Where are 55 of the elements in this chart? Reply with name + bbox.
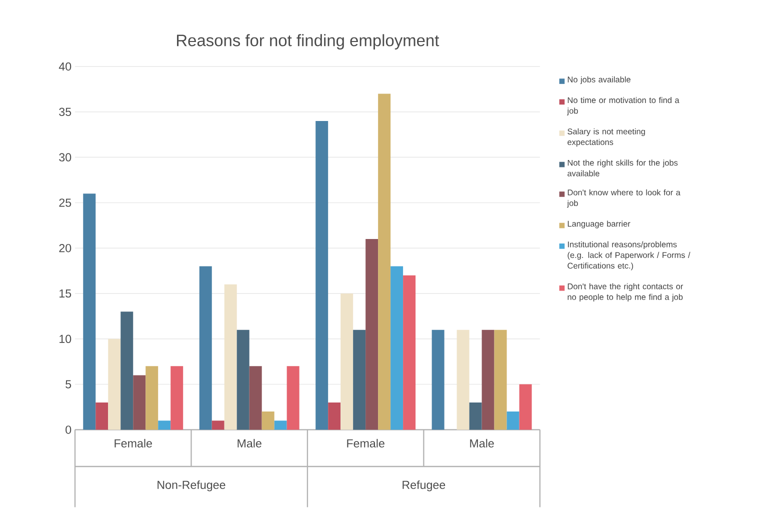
y-tick-label: 5 [66, 380, 72, 388]
legend-label: Institutional reasons/problems (e.g. lack of Paperwork / Forms / Certifications etc.) [568, 241, 690, 270]
x-tick-label: Female [114, 438, 152, 448]
y-tick-label: 15 [60, 289, 72, 298]
bar [353, 330, 366, 430]
legend-label: No time or motivation to find a job [567, 96, 680, 116]
y-tick-label: 40 [58, 62, 72, 71]
bar [378, 94, 391, 430]
bar [262, 412, 274, 430]
y-tick-label: 0 [66, 426, 72, 434]
bar [366, 238, 378, 430]
bar [519, 384, 532, 430]
y-tick-label: 25 [59, 198, 72, 207]
bar [506, 412, 520, 430]
x-tick-label: Female [347, 438, 384, 448]
y-tick-label: 35 [59, 108, 72, 116]
legend-label: No jobs available [568, 76, 630, 84]
bar [340, 293, 354, 430]
bar [199, 266, 212, 430]
bar [456, 330, 470, 430]
x-tick-label: Male [470, 438, 494, 448]
bar [146, 366, 158, 430]
legend-label: Don't know where to look for a job [567, 189, 680, 208]
bar [83, 194, 96, 430]
bar [96, 402, 108, 430]
bar [469, 402, 482, 430]
bar [432, 330, 444, 430]
bar [316, 120, 328, 430]
bar [403, 275, 416, 430]
bar [494, 330, 507, 430]
bar [212, 420, 224, 430]
text: Refugee [402, 480, 446, 492]
y-tick-label: 20 [59, 244, 72, 252]
bar [170, 366, 184, 430]
bar [158, 420, 171, 430]
legend-label: Not the right skills for the jobs available [568, 160, 678, 176]
bar [482, 330, 494, 430]
legend-label: Don't have the right contacts or no people to help me find a job [568, 283, 684, 302]
bar [236, 330, 250, 430]
chart-title: Reasons for not finding employment [177, 34, 440, 50]
bar [120, 312, 134, 430]
y-tick-label: 30 [59, 153, 72, 162]
bar [328, 402, 341, 430]
x-tick-label: Male [238, 438, 262, 448]
legend-label: Language barrier [568, 220, 630, 228]
bar [133, 375, 146, 430]
text: Non-Refugee [158, 480, 226, 492]
bar [286, 366, 300, 430]
bar [224, 284, 237, 430]
y-tick-label: 10 [60, 334, 72, 343]
bar [274, 420, 287, 430]
bar [249, 366, 262, 430]
bar [108, 338, 121, 430]
legend-label: Salary is not meeting expectations [568, 128, 645, 147]
bar [390, 266, 404, 430]
